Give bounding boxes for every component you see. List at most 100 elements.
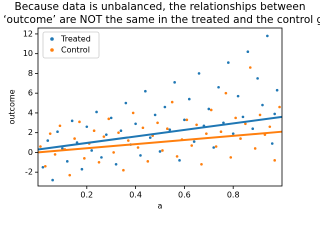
scatter-point [217, 85, 220, 89]
scatter-point [85, 125, 89, 129]
scatter-point [92, 129, 96, 132]
scatter-point [68, 173, 72, 177]
scatter-point [275, 88, 279, 92]
scatter-point [153, 113, 157, 117]
scatter-point [197, 72, 201, 75]
scatter-point [65, 160, 69, 163]
scatter-point [90, 149, 93, 152]
scatter-point [244, 122, 247, 126]
scatter-point [173, 81, 176, 84]
scatter-point [144, 89, 147, 93]
x-axis-label: a [158, 202, 163, 211]
scatter-point [146, 160, 150, 163]
scatter-point [261, 103, 264, 107]
x-tick-label: 0.2 [80, 191, 93, 200]
scatter-point [56, 130, 59, 133]
y-tick-label: -2 [25, 168, 33, 177]
scatter-point [273, 112, 276, 116]
x-tick-label: 0.6 [178, 191, 191, 200]
scatter-point [239, 137, 242, 140]
scatter-point [236, 94, 240, 98]
scatter-point [41, 165, 45, 169]
legend-label: Treated [60, 35, 91, 44]
scatter-point [200, 162, 203, 166]
scatter-point [126, 139, 130, 142]
legend-marker [50, 37, 54, 41]
scatter-point [187, 97, 191, 101]
scatter-point [224, 91, 228, 95]
scatter-point [112, 151, 115, 154]
scatter-point [209, 108, 213, 112]
y-tick-label: 2 [28, 128, 33, 137]
x-tick-label: 0.4 [129, 191, 142, 200]
scatter-point [212, 146, 215, 149]
scatter-point [214, 145, 218, 148]
scatter-point [270, 142, 274, 145]
scatter-point [122, 168, 125, 172]
scatter-point [178, 159, 181, 162]
scatter-point [158, 150, 162, 153]
scatter-point [117, 131, 120, 134]
plot-frame [37, 27, 283, 187]
scatter-point [183, 118, 186, 122]
scatter-point [185, 118, 189, 122]
scatter-point [258, 113, 262, 117]
legend-label: Control [61, 46, 90, 55]
scatter-point [278, 105, 281, 109]
scatter-point [51, 178, 54, 182]
scatter-point [100, 156, 103, 159]
scatter-point [266, 34, 269, 38]
scatter-point [161, 149, 164, 152]
scatter-point [256, 77, 259, 80]
scatter-point [246, 50, 250, 53]
scatter-point [83, 157, 86, 160]
scatter-point [124, 101, 128, 105]
scatter-point [166, 127, 169, 131]
scatter-point [97, 161, 101, 164]
scatter-point [231, 132, 235, 135]
scatter-point [70, 119, 74, 123]
scatter-point [136, 146, 140, 149]
scatter-point [195, 123, 198, 127]
scatter-point [273, 159, 276, 162]
scatter-point [253, 147, 257, 150]
scatter-point [205, 132, 208, 135]
scatter-point [78, 120, 81, 124]
y-axis-label: outcome [8, 89, 17, 124]
scatter-point [248, 66, 252, 69]
scatter-point [222, 121, 225, 125]
y-tick-label: 10 [23, 49, 33, 58]
scatter-point [114, 162, 118, 166]
scatter-point [175, 155, 179, 158]
scatter-point [61, 147, 64, 150]
legend-box [42, 31, 100, 59]
y-tick-label: 8 [28, 69, 33, 78]
scatter-point [109, 116, 113, 120]
scatter-point [251, 127, 255, 131]
scatter-point [139, 154, 142, 157]
y-tick-label: 0 [28, 148, 33, 157]
chart-title: Because data is unbalanced, the relation… [15, 1, 306, 13]
scatter-point [170, 100, 174, 104]
scatter-point [131, 111, 135, 115]
y-tick-label: 12 [23, 29, 33, 38]
scatter-point [268, 125, 272, 129]
y-tick-label: 6 [28, 89, 33, 98]
x-tick-label: 0.8 [227, 191, 240, 200]
scatter-point [229, 156, 233, 159]
scatter-point [80, 167, 84, 171]
scatter-point [107, 117, 111, 121]
scatter-point [73, 137, 76, 140]
scatter-point [156, 121, 159, 125]
scatter-point [95, 110, 98, 114]
scatter-point [102, 135, 106, 138]
scatter-point [219, 130, 223, 133]
legend-marker [50, 48, 54, 52]
scatter-point [53, 153, 57, 156]
scatter-point [44, 164, 47, 168]
fit-line [37, 115, 283, 151]
scatter-point [241, 115, 245, 119]
scatter-point [234, 116, 237, 120]
scatter-point [119, 129, 123, 132]
scatter-point [141, 126, 145, 130]
